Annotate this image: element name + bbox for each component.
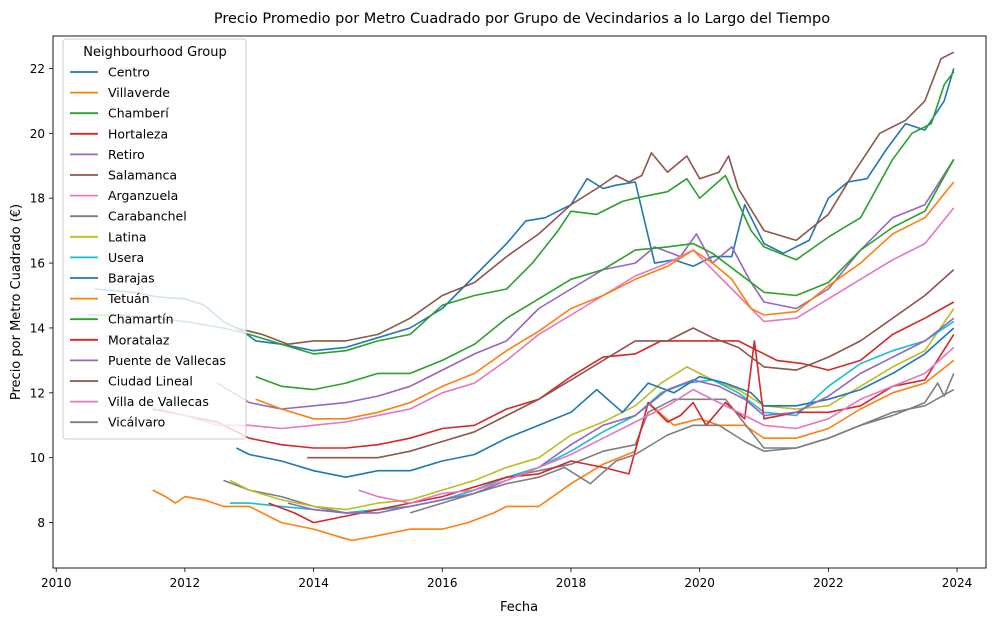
x-tick-label: 2024 [942,576,973,590]
series-layer [88,51,955,542]
y-tick-label: 16 [30,257,45,271]
legend-label-retiro: Retiro [108,147,145,162]
y-tick-label: 14 [30,321,45,335]
legend-box [62,38,247,440]
series-line-salamanca [236,51,955,345]
y-axis-ticks: 8 10 12 14 16 18 20 22 [30,62,53,530]
series-line-usera [229,320,955,514]
legend-entries: Centro Villaverde Chamberí Hortaleza Retiro S… [70,65,226,430]
legend-label-salamanca: Salamanca [108,168,177,183]
legend-label-usera: Usera [108,250,144,265]
y-tick-label: 10 [30,451,45,465]
legend-label-moratalaz: Moratalaz [108,332,170,347]
x-axis-ticks: 2010 2012 2014 2016 2018 2020 2022 2024 [41,568,972,590]
series-line-villa-de-vallecas [358,346,955,504]
y-axis-label: Precio por Metro Cuadrado (€) [9,204,24,400]
x-tick-label: 2014 [298,576,329,590]
series-line-moratalaz [268,333,955,524]
series-line-villaverde [152,359,955,542]
series-line-ciudad-lineal [307,269,955,459]
legend-label-tetuan: Tetuán [107,291,150,306]
legend: Neighbourhood Group Centro Villaverde Cham… [62,38,247,440]
legend-label-barajas: Barajas [108,271,155,286]
x-tick-label: 2010 [41,576,72,590]
legend-label-ciudad-lineal: Ciudad Lineal [108,374,193,389]
series-line-chamartin [255,158,955,391]
y-tick-label: 22 [30,62,45,76]
x-tick-label: 2022 [813,576,844,590]
legend-label-villa-de-vallecas: Villa de Vallecas [108,394,209,409]
series-line-vicalvaro [409,373,955,514]
legend-label-vicalvaro: Vicálvaro [108,415,165,430]
x-tick-label: 2020 [684,576,715,590]
legend-label-latina: Latina [108,229,147,244]
series-line-carabanchel [223,388,955,514]
y-tick-label: 12 [30,386,45,400]
legend-title: Neighbourhood Group [83,45,227,60]
series-line-tetuan [255,181,955,420]
legend-label-puente-de-vallecas: Puente de Vallecas [108,353,226,368]
plot-frame [52,35,987,569]
series-line-latina [229,308,955,511]
series-line-puente-de-vallecas [287,317,955,514]
series-line-centro [94,68,955,352]
legend-label-hortaleza: Hortaleza [108,126,168,141]
legend-label-centro: Centro [108,65,150,80]
legend-label-chamartin: Chamartín [108,312,174,327]
legend-label-chamberi: Chamberí [108,106,169,121]
x-tick-label: 2012 [170,576,201,590]
x-axis-label: Fecha [500,600,538,615]
series-line-hortaleza [152,301,955,449]
legend-label-carabanchel: Carabanchel [108,209,187,224]
x-tick-label: 2018 [556,576,587,590]
series-line-retiro [216,158,955,410]
series-line-barajas [236,327,955,478]
x-tick-label: 2016 [427,576,458,590]
series-line-arganzuela [159,207,955,430]
legend-label-villaverde: Villaverde [108,85,170,100]
chart-title: Precio Promedio por Metro Cuadrado por G… [214,11,830,27]
y-tick-label: 8 [37,516,45,530]
y-tick-label: 20 [30,127,45,141]
legend-label-arganzuela: Arganzuela [108,188,178,203]
series-line-chamberi [88,71,955,355]
y-tick-label: 18 [30,192,45,206]
